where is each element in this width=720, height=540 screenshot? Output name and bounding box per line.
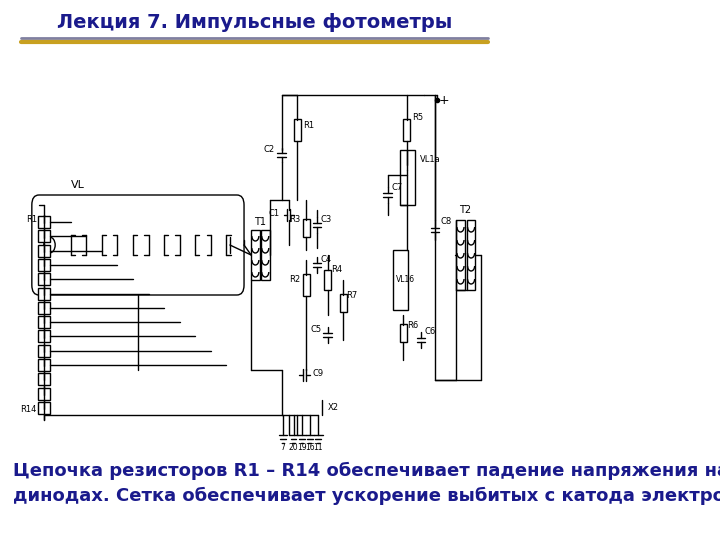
Bar [38,231,50,242]
Text: 7: 7 [281,443,285,453]
Bar [38,216,50,228]
Bar [38,259,50,271]
Text: 19: 19 [297,443,307,453]
Bar [403,119,410,141]
Text: C9: C9 [312,369,324,379]
Bar [38,359,50,371]
Bar [38,273,50,285]
Bar [38,373,50,385]
Text: C1: C1 [269,208,280,218]
Bar [38,316,50,328]
Bar [38,245,50,256]
Text: R5: R5 [413,113,423,123]
Text: C3: C3 [320,215,332,225]
Bar [324,270,331,290]
FancyBboxPatch shape [32,195,244,295]
Bar [456,220,464,290]
Text: R1: R1 [26,215,37,225]
Text: R6: R6 [407,321,418,329]
Bar [400,324,407,342]
Bar [38,330,50,342]
Text: R14: R14 [20,406,37,415]
Bar [38,402,50,414]
Text: R1: R1 [302,120,314,130]
Bar [467,220,475,290]
Text: 20: 20 [289,443,298,453]
Bar [294,119,301,141]
Text: C8: C8 [441,218,452,226]
Text: T1: T1 [254,217,266,227]
Text: C7: C7 [391,184,402,192]
Text: C4: C4 [320,255,331,265]
Bar [38,302,50,314]
Text: C6: C6 [424,327,436,336]
Bar [392,250,408,310]
Bar [400,150,415,205]
Text: +: + [439,93,449,106]
Text: динодах. Сетка обеспечивает ускорение выбитых с катода электронов.: динодах. Сетка обеспечивает ускорение вы… [13,487,720,505]
Text: R3: R3 [289,215,301,225]
Bar [38,288,50,300]
Bar [302,219,310,237]
Text: X2: X2 [328,403,338,413]
Text: Лекция 7. Импульсные фотометры: Лекция 7. Импульсные фотометры [57,12,452,31]
Bar [251,230,260,280]
Text: 16: 16 [305,443,315,453]
Bar [302,274,310,296]
Text: Цепочка резисторов R1 – R14 обеспечивает падение напряжения на: Цепочка резисторов R1 – R14 обеспечивает… [13,462,720,480]
Text: VL16: VL16 [396,275,415,285]
Bar [38,388,50,400]
Text: R4: R4 [331,266,342,274]
Text: VL1a: VL1a [420,156,440,165]
Text: 11: 11 [314,443,323,453]
Text: C5: C5 [311,326,322,334]
Text: VL: VL [71,180,85,190]
Text: R7: R7 [346,291,358,300]
Text: R2: R2 [289,275,301,285]
Text: C2: C2 [264,145,274,154]
Bar [340,294,346,312]
Bar [38,345,50,357]
Bar [261,230,269,280]
Text: T2: T2 [459,205,472,215]
